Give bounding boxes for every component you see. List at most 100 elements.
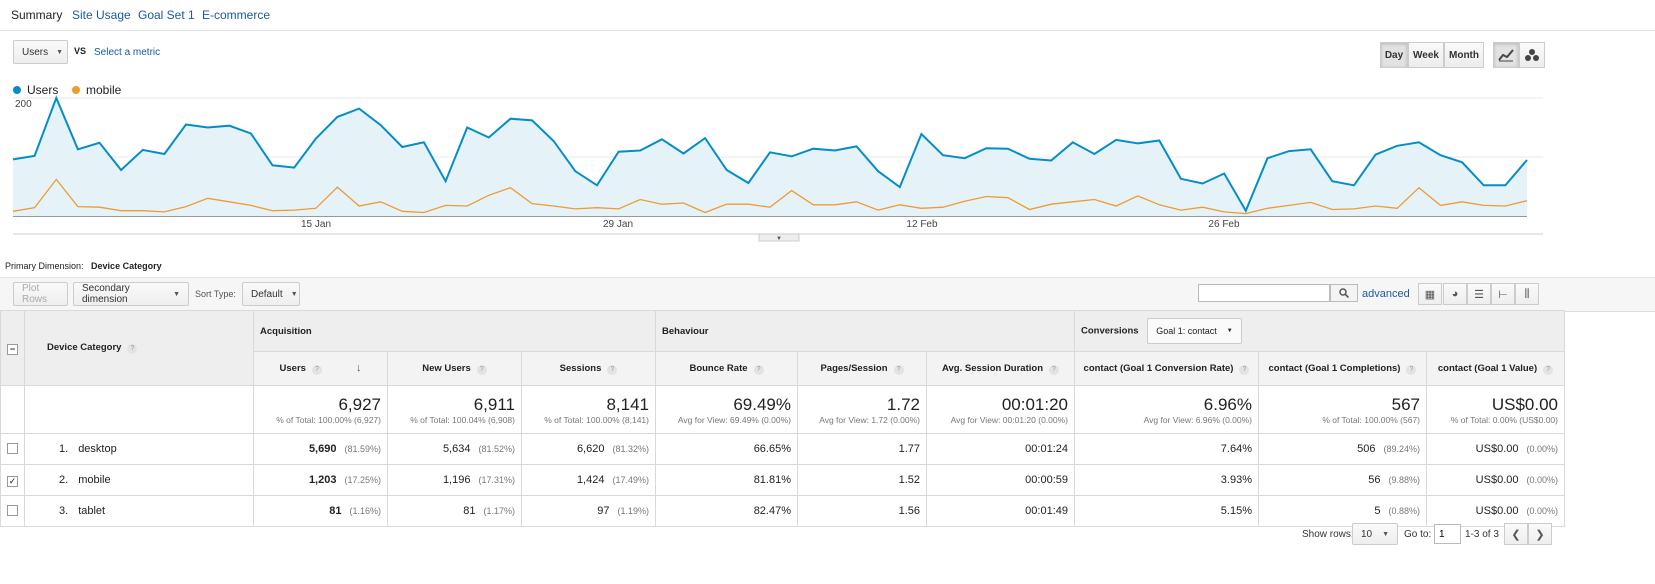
tab-goal-set-1[interactable]: Goal Set 1 bbox=[138, 8, 195, 22]
help-icon[interactable]: ? bbox=[1239, 364, 1250, 375]
table-row[interactable]: ✓ 2. mobile 1,203 (17.25%) 1,196 (17.31%) 1,424… bbox=[0, 464, 1565, 496]
plot-rows-button[interactable]: Plot Rows bbox=[13, 282, 68, 306]
totals-label-cell bbox=[24, 385, 254, 434]
help-icon[interactable]: ? bbox=[311, 365, 322, 375]
dimension-header[interactable]: Device Category? bbox=[24, 310, 254, 386]
row-metric-cell: 81 (1.16%) bbox=[253, 495, 388, 527]
chart-collapse-handle[interactable] bbox=[758, 233, 800, 242]
line-chart-icon[interactable] bbox=[1493, 42, 1519, 68]
comparison-view-icon[interactable]: ⊢ bbox=[1491, 283, 1515, 305]
show-rows-dropdown[interactable]: 10 ▼ bbox=[1352, 523, 1398, 545]
col-sessions-label: Sessions bbox=[559, 362, 602, 374]
total-sub: Avg for View: 1.72 (0.00%) bbox=[819, 414, 920, 425]
row-metric-cell: 1,196 (17.31%) bbox=[387, 464, 522, 496]
row-checkbox[interactable] bbox=[7, 505, 18, 516]
search-button[interactable] bbox=[1330, 284, 1358, 302]
metric-value: 7.64% bbox=[1220, 443, 1252, 455]
col-goal-value[interactable]: contact (Goal 1 Value)? bbox=[1426, 351, 1565, 386]
total-cell: 6,911% of Total: 100.04% (6,908) bbox=[387, 385, 522, 434]
day-button[interactable]: Day bbox=[1380, 42, 1408, 68]
chevron-down-icon: ▼ bbox=[1226, 328, 1233, 334]
col-users[interactable]: Users? ↓ bbox=[253, 351, 388, 386]
row-metric-cell: 5 (0.88%) bbox=[1258, 495, 1427, 527]
metric-value: 5.15% bbox=[1220, 505, 1252, 517]
chevron-left-icon: ❮ bbox=[1511, 528, 1521, 541]
col-bounce-rate[interactable]: Bounce Rate? bbox=[655, 351, 798, 386]
table-view-icon[interactable]: ▦ bbox=[1418, 283, 1442, 305]
total-sub: % of Total: 100.04% (6,908) bbox=[410, 414, 515, 425]
performance-view-icon[interactable]: ☰ bbox=[1467, 283, 1491, 305]
row-checkbox[interactable] bbox=[7, 443, 18, 454]
goto-input[interactable] bbox=[1434, 524, 1461, 544]
motion-chart-icon[interactable] bbox=[1519, 42, 1545, 68]
row-checkbox-cell[interactable] bbox=[0, 495, 25, 527]
tab-summary[interactable]: Summary bbox=[11, 8, 63, 22]
col-pages-session[interactable]: Pages/Session? bbox=[797, 351, 927, 386]
col-new-users-label: New Users bbox=[422, 362, 471, 374]
col-goal-conversion-rate[interactable]: contact (Goal 1 Conversion Rate)? bbox=[1074, 351, 1259, 386]
table-row[interactable]: 3. tablet 81 (1.16%) 81 (1.17%) 97 (1.19%) 82.47… bbox=[0, 495, 1565, 527]
metric-percent: (17.25%) bbox=[344, 475, 381, 485]
tab-ecommerce[interactable]: E-commerce bbox=[202, 8, 271, 22]
col-avg-session-duration[interactable]: Avg. Session Duration? bbox=[926, 351, 1075, 386]
help-icon[interactable]: ? bbox=[753, 364, 764, 375]
metric-value: 97 bbox=[597, 505, 610, 517]
table-row[interactable]: 1. desktop 5,690 (81.59%) 5,634 (81.52%) 6,620… bbox=[0, 433, 1565, 465]
metric-value: 1.52 bbox=[898, 474, 920, 486]
goal-dropdown[interactable]: Goal 1: contact ▼ bbox=[1147, 318, 1242, 344]
sort-type-value: Default bbox=[251, 288, 283, 300]
week-button[interactable]: Week bbox=[1408, 42, 1444, 68]
metric-value: 00:01:49 bbox=[1025, 505, 1068, 517]
next-page-button[interactable]: ❯ bbox=[1528, 523, 1552, 545]
help-icon[interactable]: ? bbox=[1049, 364, 1059, 375]
advanced-link[interactable]: advanced bbox=[1362, 288, 1410, 300]
help-icon[interactable]: ? bbox=[1543, 364, 1554, 375]
row-checkbox[interactable]: ✓ bbox=[7, 476, 18, 487]
secondary-dimension-dropdown[interactable]: Secondary dimension ▼ bbox=[73, 282, 189, 306]
metric-value: 81.81% bbox=[753, 474, 791, 486]
help-icon[interactable]: ? bbox=[127, 344, 138, 354]
row-metric-cell: 00:01:49 bbox=[926, 495, 1075, 527]
metric-value: 81 bbox=[329, 505, 342, 517]
help-icon[interactable]: ? bbox=[607, 364, 618, 375]
metric-value: 5,690 bbox=[308, 443, 337, 455]
row-metric-cell: 3.93% bbox=[1074, 464, 1259, 496]
metric-percent: (17.31%) bbox=[478, 475, 515, 485]
totals-checkbox-cell bbox=[0, 385, 25, 434]
conversions-group: Conversions Goal 1: contact ▼ bbox=[1074, 310, 1565, 352]
total-sub: % of Total: 100.00% (567) bbox=[1322, 414, 1420, 425]
table-search-input[interactable] bbox=[1198, 284, 1330, 302]
total-value: 00:01:20 bbox=[1001, 394, 1068, 414]
metric-value: 82.47% bbox=[753, 505, 791, 517]
row-dimension-link[interactable]: tablet bbox=[78, 505, 106, 517]
total-value: US$0.00 bbox=[1491, 394, 1558, 414]
month-button[interactable]: Month bbox=[1444, 42, 1484, 68]
pie-view-icon[interactable]: ◕ bbox=[1443, 283, 1467, 305]
metric-value: US$0.00 bbox=[1475, 505, 1519, 517]
row-dimension-link[interactable]: mobile bbox=[78, 474, 111, 486]
behaviour-group: Behaviour bbox=[655, 310, 1075, 352]
col-sessions[interactable]: Sessions? bbox=[521, 351, 656, 386]
help-icon[interactable]: ? bbox=[1406, 364, 1417, 375]
row-metric-cell: 81 (1.17%) bbox=[387, 495, 522, 527]
row-dimension-link[interactable]: desktop bbox=[78, 443, 117, 455]
pivot-view-icon[interactable]: ⫼ bbox=[1515, 283, 1539, 305]
col-new-users[interactable]: New Users? bbox=[387, 351, 522, 386]
prev-page-button[interactable]: ❮ bbox=[1504, 523, 1528, 545]
primary-dimension-value[interactable]: Device Category bbox=[91, 261, 162, 271]
sort-type-dropdown[interactable]: Default ▼ bbox=[242, 282, 300, 306]
row-range: 1-3 of 3 bbox=[1465, 529, 1499, 540]
metric-value: 00:00:59 bbox=[1025, 474, 1068, 486]
col-goal-completions[interactable]: contact (Goal 1 Completions)? bbox=[1258, 351, 1427, 386]
select-metric-link[interactable]: Select a metric bbox=[94, 47, 161, 58]
metric-dropdown[interactable]: Users ▼ bbox=[13, 40, 68, 64]
help-icon[interactable]: ? bbox=[476, 364, 487, 375]
row-checkbox-cell[interactable] bbox=[0, 433, 25, 465]
row-checkbox-cell[interactable]: ✓ bbox=[0, 464, 25, 496]
tab-site-usage[interactable]: Site Usage bbox=[72, 8, 131, 22]
select-all-cell[interactable]: − bbox=[0, 310, 25, 386]
collapse-icon[interactable]: − bbox=[7, 343, 18, 355]
chevron-down-icon: ▼ bbox=[56, 48, 64, 56]
total-value: 1.72 bbox=[886, 394, 920, 414]
help-icon[interactable]: ? bbox=[893, 364, 904, 375]
